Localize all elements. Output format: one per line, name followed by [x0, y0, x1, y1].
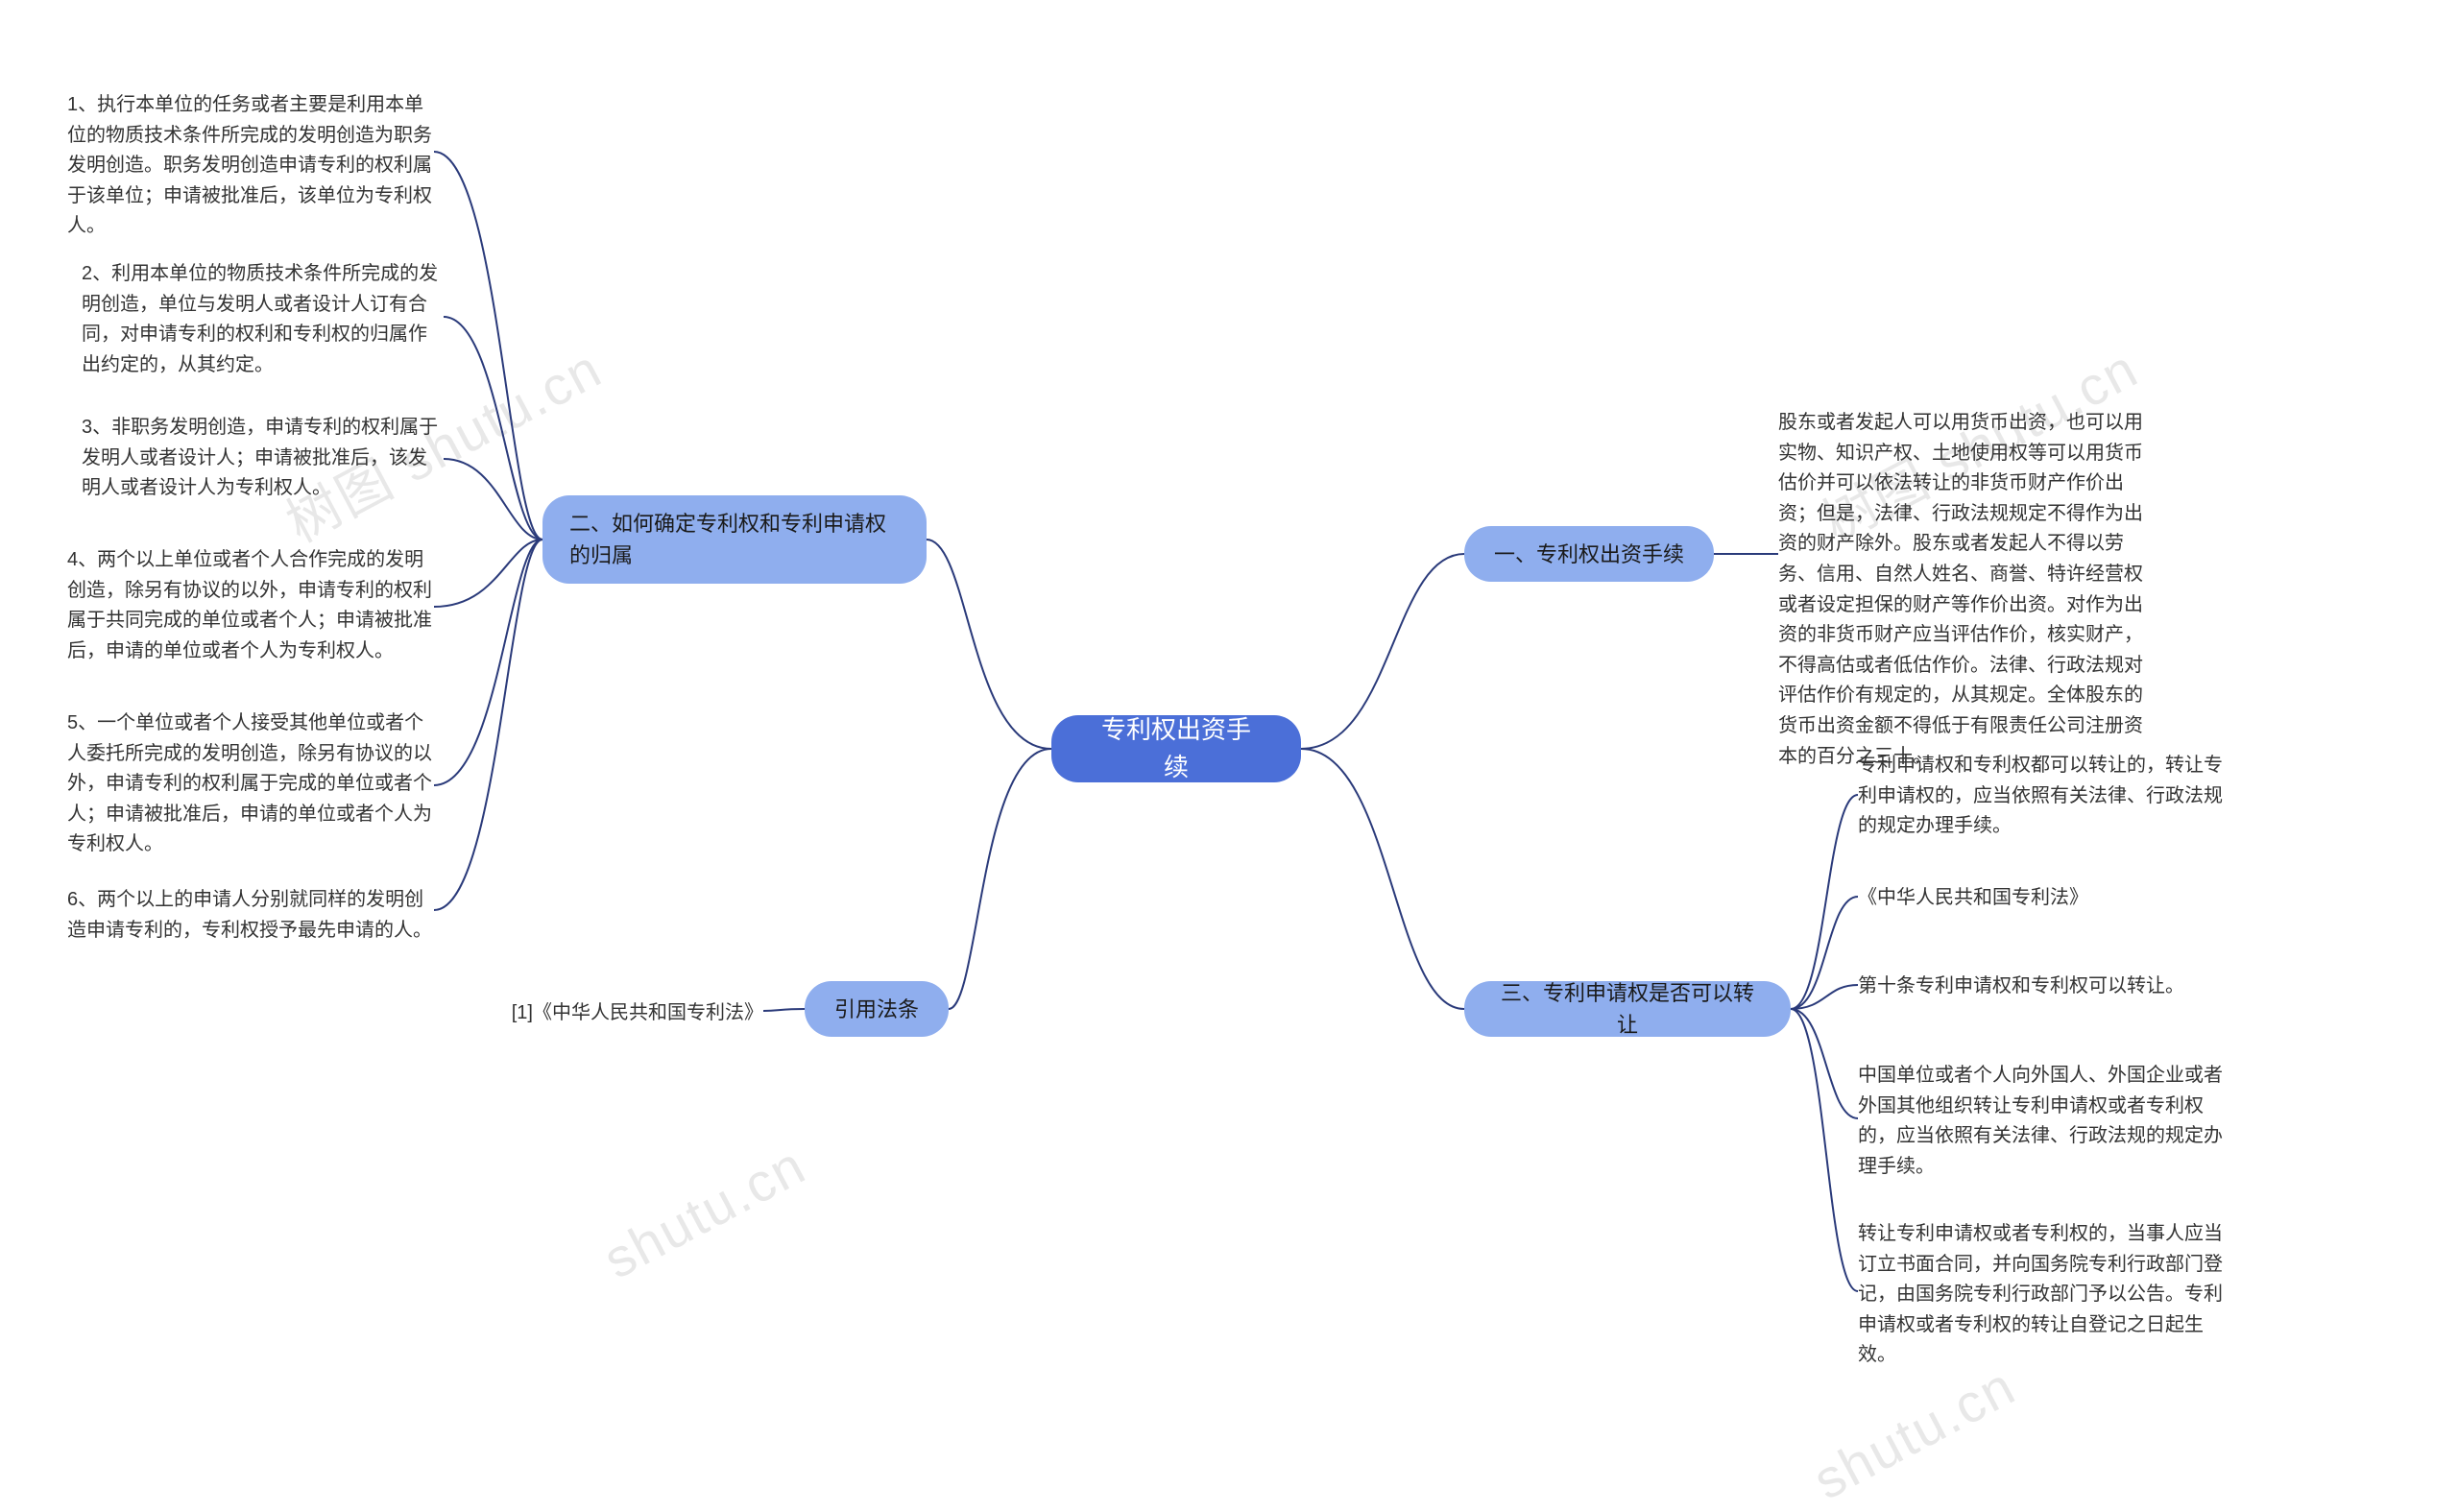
watermark: shutu.cn — [1803, 1354, 2026, 1511]
leaf-node: 2、利用本单位的物质技术条件所完成的发明创造，单位与发明人或者设计人订有合同，对… — [82, 259, 442, 380]
branch-node-3[interactable]: 三、专利申请权是否可以转让 — [1464, 981, 1791, 1037]
leaf-node: 1、执行本单位的任务或者主要是利用本单位的物质技术条件所完成的发明创造为职务发明… — [67, 90, 432, 242]
leaf-node: 6、两个以上的申请人分别就同样的发明创造申请专利的，专利权授予最先申请的人。 — [67, 885, 432, 946]
leaf-node: 第十条专利申请权和专利权可以转让。 — [1858, 972, 2223, 1002]
leaf-node: 5、一个单位或者个人接受其他单位或者个人委托所完成的发明创造，除另有协议的以外，… — [67, 708, 432, 860]
mindmap-canvas: 树图 shutu.cn 树图 shutu.cn shutu.cn shutu.c… — [0, 0, 2458, 1478]
branch-node-4[interactable]: 引用法条 — [805, 981, 949, 1037]
leaf-node: 中国单位或者个人向外国人、外国企业或者外国其他组织转让专利申请权或者专利权的，应… — [1858, 1061, 2223, 1182]
leaf-node: 《中华人民共和国专利法》 — [1858, 883, 2223, 914]
leaf-node: 4、两个以上单位或者个人合作完成的发明创造，除另有协议的以外，申请专利的权利属于… — [67, 545, 432, 666]
leaf-node: 专利申请权和专利权都可以转让的，转让专利申请权的，应当依照有关法律、行政法规的规… — [1858, 751, 2223, 842]
leaf-node: 转让专利申请权或者专利权的，当事人应当订立书面合同，并向国务院专利行政部门登记，… — [1858, 1219, 2223, 1371]
leaf-node: 3、非职务发明创造，申请专利的权利属于发明人或者设计人；申请被批准后，该发明人或… — [82, 413, 442, 504]
leaf-node: 股东或者发起人可以用货币出资，也可以用实物、知识产权、土地使用权等可以用货币估价… — [1778, 408, 2153, 772]
branch-node-2[interactable]: 二、如何确定专利权和专利申请权的归属 — [542, 495, 927, 584]
branch-node-1[interactable]: 一、专利权出资手续 — [1464, 526, 1714, 582]
root-node[interactable]: 专利权出资手续 — [1051, 715, 1301, 782]
watermark: shutu.cn — [593, 1133, 816, 1290]
leaf-node: [1]《中华人民共和国专利法》 — [475, 998, 763, 1029]
